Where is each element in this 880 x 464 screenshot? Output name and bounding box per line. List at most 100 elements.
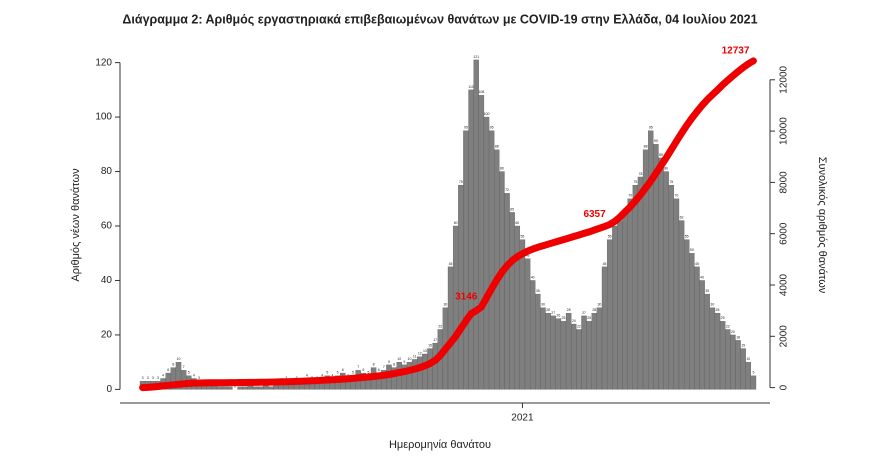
bar [714, 312, 721, 390]
bar-value-label: 27 [582, 311, 586, 315]
y2-tick-label: 12000 [779, 65, 790, 93]
bar [591, 312, 598, 390]
y-axis-label: Αριθμός νέων θανάτων [70, 168, 82, 282]
bar [750, 375, 757, 390]
bar-value-label: 28 [567, 308, 571, 312]
bar [586, 321, 592, 390]
bar-value-label: 22 [726, 324, 730, 328]
bar-value-label: 6 [342, 368, 344, 372]
bar [221, 386, 228, 390]
bar [699, 280, 705, 390]
bar [668, 185, 675, 390]
bar-value-label: 0 [234, 384, 236, 388]
y2-tick-label: 8000 [779, 171, 790, 194]
bar-value-label: 10 [177, 357, 181, 361]
bar-value-label: 4 [193, 373, 195, 377]
bar-value-label: 80 [664, 166, 668, 170]
bar [519, 239, 526, 390]
bar [504, 193, 510, 390]
bar [571, 323, 577, 390]
bar-value-label: 55 [608, 235, 612, 239]
bar [422, 353, 428, 390]
bar [673, 198, 680, 390]
bar [488, 130, 495, 390]
bar [663, 171, 669, 390]
bar-value-label: 40 [700, 275, 704, 279]
bar-value-label: 6 [362, 368, 364, 372]
bar [268, 386, 274, 390]
bar-value-label: 4 [321, 373, 323, 377]
y-tick-label: 20 [101, 330, 113, 341]
y-tick-label: 0 [106, 384, 112, 395]
bar [601, 266, 608, 390]
bar-value-label: 60 [515, 221, 519, 225]
bar [576, 329, 582, 390]
bar-value-label: 35 [705, 289, 709, 293]
bar-value-label: 5 [367, 371, 369, 375]
bar-value-label: 100 [484, 112, 490, 116]
y2-tick-label: 10000 [779, 117, 790, 145]
bar [596, 307, 603, 390]
y2-tick-label: 4000 [779, 273, 790, 296]
bar-value-label: 13 [423, 349, 427, 353]
bar [719, 321, 726, 390]
y-tick-label: 60 [101, 221, 113, 232]
bar-value-label: 45 [449, 262, 453, 266]
y2-tick-label: 6000 [779, 222, 790, 245]
bar [468, 89, 474, 390]
y2-axis-label: Συνολικός αριθμός θανάτων [816, 157, 828, 294]
bar-value-label: 78 [639, 172, 643, 176]
bar-value-label: 27 [551, 311, 555, 315]
chart-title: Διάγραμμα 2: Αριθμός εργαστηριακά επιβεβ… [122, 12, 757, 26]
bar [689, 253, 695, 390]
bar-value-label: 4 [332, 373, 334, 377]
bar [612, 225, 618, 390]
bar [237, 386, 243, 390]
bar [447, 266, 454, 390]
bar-value-label: 26 [556, 314, 560, 318]
bar-value-label: 72 [505, 188, 509, 192]
bar-value-label: 25 [721, 316, 725, 320]
bar-value-label: 7 [357, 365, 359, 369]
bar-value-label: 25 [562, 316, 566, 320]
bar-value-label: 5 [188, 371, 190, 375]
y2-tick-label: 0 [779, 384, 790, 390]
bar [452, 225, 459, 390]
bar-value-label: 88 [644, 145, 648, 149]
bar-value-label: 30 [541, 303, 545, 307]
bar-value-label: 8 [172, 363, 174, 367]
bar-value-label: 5 [337, 371, 339, 375]
cumulative-label: 3146 [455, 292, 478, 303]
bar [694, 266, 700, 390]
bar-value-label: 75 [633, 180, 637, 184]
bar-value-label: 70 [674, 194, 678, 198]
bar-value-label: 85 [659, 153, 663, 157]
bar-value-label: 15 [428, 343, 432, 347]
bar-value-label: 8 [373, 363, 375, 367]
bar-value-label: 5 [352, 371, 354, 375]
bar [678, 220, 685, 390]
bar [637, 176, 644, 390]
bar [473, 59, 479, 390]
bar-value-label: 55 [520, 235, 524, 239]
y-tick-label: 100 [95, 112, 112, 123]
bar-value-label: 35 [536, 289, 540, 293]
bar-value-label: 48 [526, 254, 530, 258]
bar-value-label: 10 [746, 357, 750, 361]
bar-value-label: 95 [464, 126, 468, 130]
bar-value-label: 15 [741, 343, 745, 347]
bar-value-label: 10 [408, 357, 412, 361]
bar [432, 342, 438, 390]
bar [627, 198, 633, 390]
bar-value-label: 110 [468, 85, 474, 89]
bar [745, 362, 752, 390]
bar [514, 225, 521, 390]
bar-value-label: 25 [587, 316, 591, 320]
bar-value-label: 3 [152, 376, 154, 380]
bar [524, 258, 531, 390]
bar [555, 318, 562, 390]
bar [252, 386, 259, 390]
bar [411, 359, 418, 390]
bar-value-label: 5 [752, 371, 754, 375]
